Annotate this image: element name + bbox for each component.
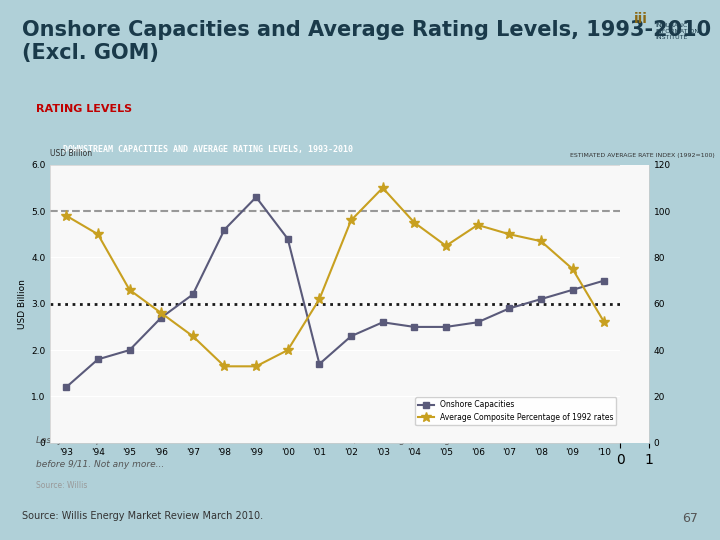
Legend: Onshore Capacities, Average Composite Percentage of 1992 rates: Onshore Capacities, Average Composite Pe… (415, 397, 616, 425)
Text: INSURANCE
INFORMATION
INSTITUTE: INSURANCE INFORMATION INSTITUTE (655, 23, 699, 39)
Text: before 9/11. Not any more...: before 9/11. Not any more... (36, 460, 164, 469)
Y-axis label: USD Billion: USD Billion (18, 279, 27, 329)
Text: USD Billion: USD Billion (50, 148, 93, 158)
Text: Onshore Capacities and Average Rating Levels, 1993-2010 (Excl. GOM): Onshore Capacities and Average Rating Le… (22, 19, 711, 63)
Text: Source: Willis: Source: Willis (36, 481, 87, 490)
Text: DOWNSTREAM CAPACITIES AND AVERAGE RATING LEVELS, 1993-2010: DOWNSTREAM CAPACITIES AND AVERAGE RATING… (63, 145, 353, 154)
Text: ESTIMATED AVERAGE RATE INDEX (1992=100): ESTIMATED AVERAGE RATE INDEX (1992=100) (570, 153, 715, 158)
Text: RATING LEVELS: RATING LEVELS (36, 104, 132, 114)
Text: 67: 67 (683, 512, 698, 525)
Text: iii: iii (634, 12, 647, 26)
Text: Source: Willis Energy Market Review March 2010.: Source: Willis Energy Market Review Marc… (22, 511, 263, 521)
Text: Last year we pointed out that downstream market rates still remained, on average: Last year we pointed out that downstream… (36, 436, 513, 445)
